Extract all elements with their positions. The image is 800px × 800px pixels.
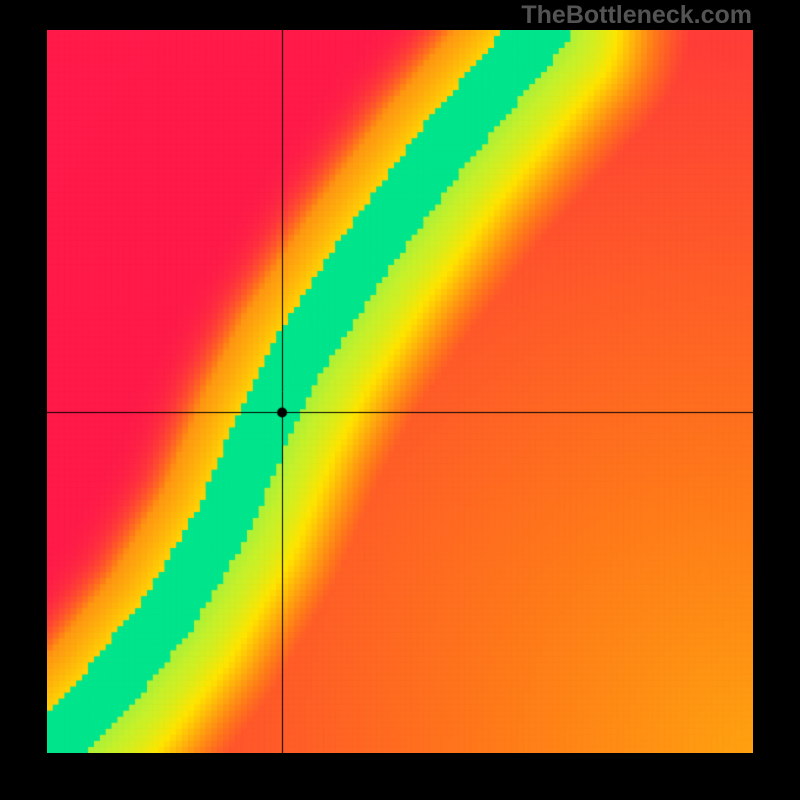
watermark-text: TheBottleneck.com — [521, 1, 752, 30]
heatmap-canvas — [47, 30, 753, 753]
figure-container: TheBottleneck.com — [0, 0, 800, 800]
